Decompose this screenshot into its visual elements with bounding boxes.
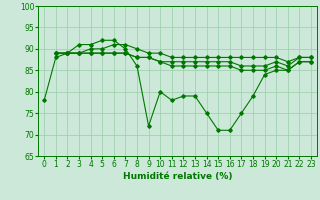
X-axis label: Humidité relative (%): Humidité relative (%)	[123, 172, 232, 181]
